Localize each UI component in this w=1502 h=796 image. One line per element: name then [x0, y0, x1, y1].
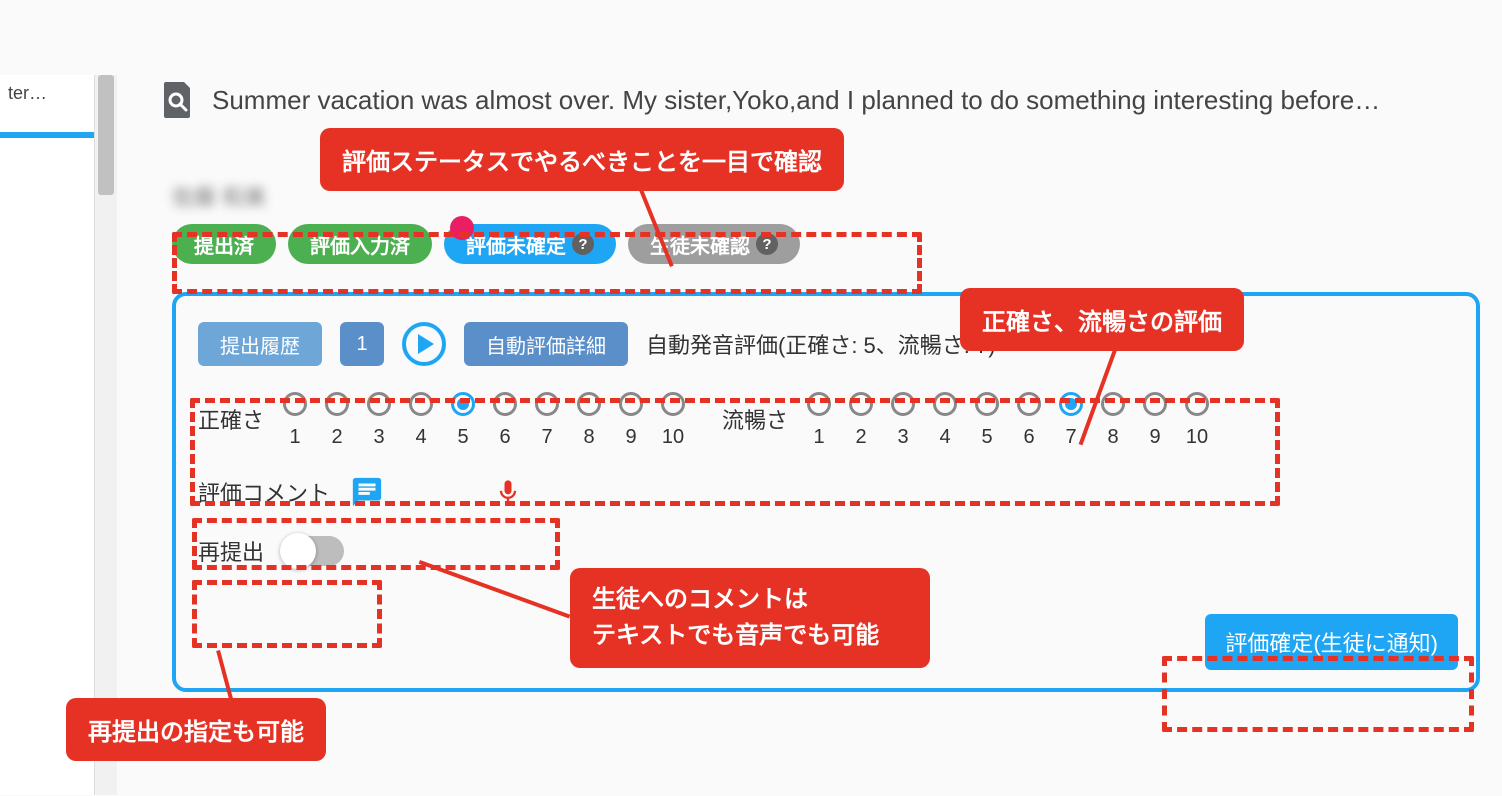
rating-number-label: 8 — [1107, 426, 1118, 449]
rating-radio[interactable] — [577, 392, 601, 416]
status-pending-label: 評価未確定 — [466, 230, 566, 259]
rating-number-label: 5 — [457, 426, 468, 449]
rating-radio[interactable] — [933, 392, 957, 416]
prompt-row: Summer vacation was almost over. My sist… — [160, 80, 1492, 120]
auto-evaluation-detail-button[interactable]: 自動評価詳細 — [464, 322, 628, 366]
rating-radio[interactable] — [535, 392, 559, 416]
sidebar-scrollbar[interactable]: ▲ — [95, 75, 117, 795]
rating-radio[interactable] — [1059, 392, 1083, 416]
rating-radio[interactable] — [367, 392, 391, 416]
rating-number-label: 7 — [1065, 426, 1076, 449]
status-pill-submitted: 提出済 — [172, 224, 276, 264]
rating-number-label: 9 — [625, 426, 636, 449]
rating-number-label: 2 — [855, 426, 866, 449]
annotation-rating-callout: 正確さ、流暢さの評価 — [960, 288, 1244, 351]
prompt-text: Summer vacation was almost over. My sist… — [212, 85, 1380, 116]
rating-radio[interactable] — [451, 392, 475, 416]
status-row: 提出済 評価入力済 評価未確定 ? 生徒未確認 ? — [172, 224, 1480, 264]
resubmit-toggle[interactable] — [282, 536, 344, 566]
fluency-rating-group: 流暢さ 1 2 3 4 5 6 7 8 9 10 — [722, 392, 1218, 449]
status-pill-evaluated: 評価入力済 — [288, 224, 432, 264]
auto-evaluation-score-text: 自動発音評価(正確さ: 5、流暢さ: 7) — [646, 328, 996, 360]
rating-radio[interactable] — [661, 392, 685, 416]
sidebar-text: ter… — [0, 75, 94, 112]
rating-radio[interactable] — [891, 392, 915, 416]
scroll-thumb[interactable] — [98, 75, 114, 195]
accuracy-label: 正確さ — [198, 403, 264, 449]
rating-number-label: 4 — [939, 426, 950, 449]
rating-number-label: 10 — [1186, 426, 1208, 449]
rating-radio[interactable] — [1143, 392, 1167, 416]
rating-radio[interactable] — [1101, 392, 1125, 416]
rating-number-label: 2 — [331, 426, 342, 449]
comment-row: 評価コメント — [198, 475, 1454, 509]
play-button[interactable] — [402, 322, 446, 366]
annotation-status-callout: 評価ステータスでやるべきことを一目で確認 — [320, 128, 844, 191]
submission-number-button[interactable]: 1 — [340, 322, 384, 366]
rating-radio[interactable] — [975, 392, 999, 416]
rating-radio[interactable] — [807, 392, 831, 416]
rating-number-label: 1 — [289, 426, 300, 449]
rating-number-label: 8 — [583, 426, 594, 449]
accuracy-rating-group: 正確さ 1 2 3 4 5 6 7 8 9 10 — [198, 392, 694, 449]
left-sidebar-fragment: ter… — [0, 75, 95, 795]
toggle-knob — [280, 533, 316, 569]
rating-radio[interactable] — [325, 392, 349, 416]
rating-number-label: 9 — [1149, 426, 1160, 449]
annotation-comment-line1: 生徒へのコメントは — [592, 586, 808, 613]
comment-voice-icon[interactable] — [494, 475, 522, 509]
rating-radio[interactable] — [283, 392, 307, 416]
comment-text-icon[interactable] — [350, 475, 384, 509]
status-pill-student-unseen: 生徒未確認 ? — [628, 224, 800, 264]
rating-radio[interactable] — [493, 392, 517, 416]
help-icon[interactable]: ? — [756, 233, 778, 255]
comment-label: 評価コメント — [198, 476, 330, 508]
annotation-comment-line2: テキストでも音声でも可能 — [592, 622, 879, 649]
rating-radio[interactable] — [619, 392, 643, 416]
magnify-page-icon[interactable] — [160, 80, 194, 120]
annotation-resubmit-callout: 再提出の指定も可能 — [66, 698, 326, 761]
play-icon — [418, 334, 434, 354]
submission-history-button[interactable]: 提出履歴 — [198, 322, 322, 366]
rating-radio[interactable] — [1017, 392, 1041, 416]
rating-number-label: 3 — [897, 426, 908, 449]
rating-number-label: 4 — [415, 426, 426, 449]
rating-radio[interactable] — [849, 392, 873, 416]
rating-number-label: 1 — [813, 426, 824, 449]
sidebar-active-indicator — [0, 132, 94, 138]
resubmit-row: 再提出 — [198, 535, 1454, 567]
resubmit-label: 再提出 — [198, 535, 264, 567]
fluency-label: 流暢さ — [722, 403, 788, 449]
confirm-evaluation-button[interactable]: 評価確定(生徒に通知) — [1205, 614, 1458, 670]
rating-radio[interactable] — [409, 392, 433, 416]
rating-row: 正確さ 1 2 3 4 5 6 7 8 9 10 流暢さ 1 2 3 4 5 6 7 8 9 10 — [198, 392, 1454, 449]
notification-dot-icon — [450, 216, 474, 240]
rating-number-label: 5 — [981, 426, 992, 449]
rating-number-label: 3 — [373, 426, 384, 449]
rating-number-label: 6 — [1023, 426, 1034, 449]
rating-number-label: 6 — [499, 426, 510, 449]
help-icon[interactable]: ? — [572, 233, 594, 255]
rating-number-label: 10 — [662, 426, 684, 449]
panel-top-row: 提出履歴 1 自動評価詳細 自動発音評価(正確さ: 5、流暢さ: 7) — [198, 322, 1454, 366]
rating-radio[interactable] — [1185, 392, 1209, 416]
rating-number-label: 7 — [541, 426, 552, 449]
annotation-comment-callout: 生徒へのコメントは テキストでも音声でも可能 — [570, 568, 930, 668]
